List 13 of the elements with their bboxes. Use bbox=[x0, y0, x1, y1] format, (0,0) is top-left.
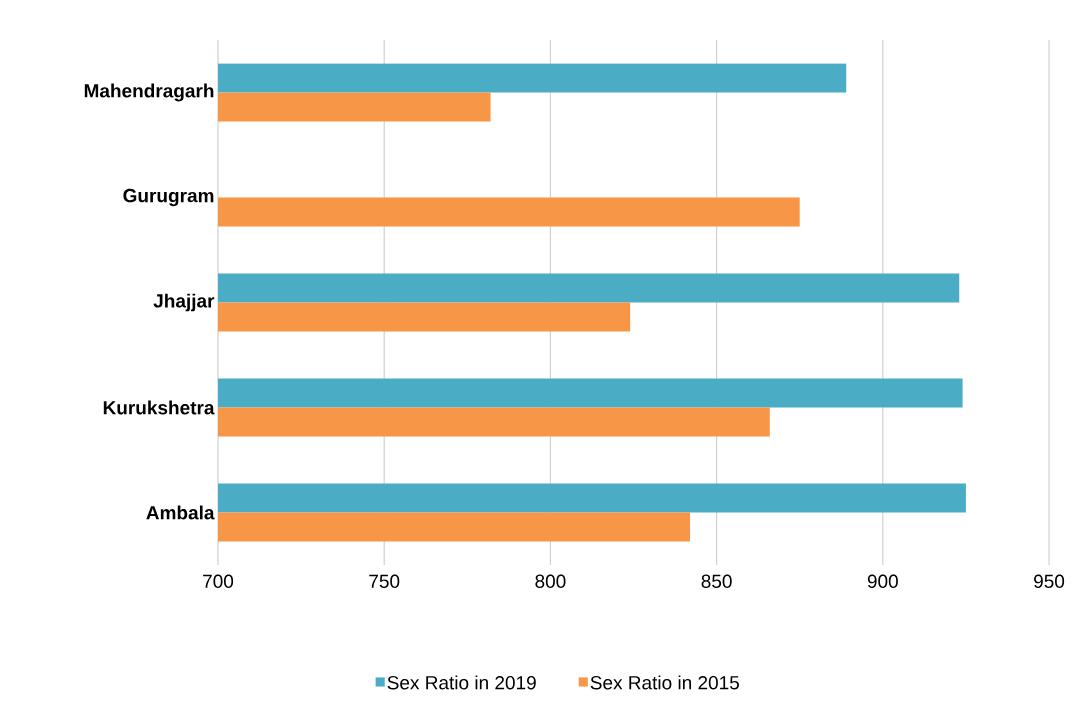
legend-label: Sex Ratio in 2015 bbox=[590, 675, 739, 690]
x-tick-label: 800 bbox=[535, 574, 566, 588]
x-tick-label: 900 bbox=[867, 574, 898, 588]
y-tick-label: Ambala bbox=[146, 505, 215, 520]
x-tick-label: 700 bbox=[203, 574, 234, 588]
x-tick-label: 950 bbox=[1034, 574, 1065, 588]
legend-label: Sex Ratio in 2019 bbox=[387, 675, 536, 690]
x-tick-label: 750 bbox=[369, 574, 400, 588]
y-tick-label: Kurukshetra bbox=[103, 400, 215, 415]
y-tick-label: Jhajjar bbox=[153, 293, 215, 312]
y-tick-label: Gurugram bbox=[123, 188, 214, 207]
y-tick-label: Mahendragarh bbox=[84, 83, 214, 102]
x-tick-label: 850 bbox=[701, 574, 732, 588]
